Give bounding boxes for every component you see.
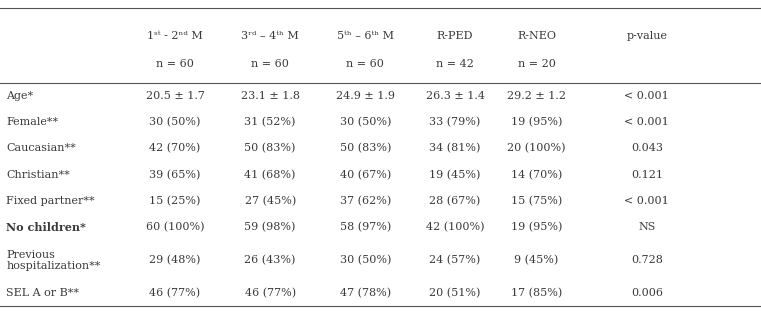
Text: 15 (25%): 15 (25%) xyxy=(149,196,201,206)
Text: < 0.001: < 0.001 xyxy=(625,196,669,206)
Text: 30 (50%): 30 (50%) xyxy=(149,117,201,127)
Text: 15 (75%): 15 (75%) xyxy=(511,196,562,206)
Text: Previous
hospitalization**: Previous hospitalization** xyxy=(6,250,100,271)
Text: 50 (83%): 50 (83%) xyxy=(244,143,296,154)
Text: 30 (50%): 30 (50%) xyxy=(339,117,391,127)
Text: n = 60: n = 60 xyxy=(346,59,384,69)
Text: 26.3 ± 1.4: 26.3 ± 1.4 xyxy=(425,91,485,101)
Text: n = 60: n = 60 xyxy=(251,59,289,69)
Text: 9 (45%): 9 (45%) xyxy=(514,255,559,266)
Text: 19 (95%): 19 (95%) xyxy=(511,117,562,127)
Text: No children*: No children* xyxy=(6,222,86,233)
Text: n = 60: n = 60 xyxy=(156,59,194,69)
Text: 59 (98%): 59 (98%) xyxy=(244,222,296,232)
Text: 3ʳᵈ – 4ᵗʰ M: 3ʳᵈ – 4ᵗʰ M xyxy=(241,31,299,41)
Text: 26 (43%): 26 (43%) xyxy=(244,255,296,266)
Text: 39 (65%): 39 (65%) xyxy=(149,170,201,180)
Text: 19 (45%): 19 (45%) xyxy=(429,170,481,180)
Text: 23.1 ± 1.8: 23.1 ± 1.8 xyxy=(240,91,300,101)
Text: Age*: Age* xyxy=(6,91,33,101)
Text: 42 (100%): 42 (100%) xyxy=(426,222,484,232)
Text: 28 (67%): 28 (67%) xyxy=(429,196,481,206)
Text: SEL A or B**: SEL A or B** xyxy=(6,288,79,298)
Text: 42 (70%): 42 (70%) xyxy=(149,143,201,154)
Text: Fixed partner**: Fixed partner** xyxy=(6,196,94,206)
Text: 1ˢᵗ - 2ⁿᵈ M: 1ˢᵗ - 2ⁿᵈ M xyxy=(147,31,203,41)
Text: < 0.001: < 0.001 xyxy=(625,91,669,101)
Text: 40 (67%): 40 (67%) xyxy=(339,170,391,180)
Text: R-PED: R-PED xyxy=(437,31,473,41)
Text: 50 (83%): 50 (83%) xyxy=(339,143,391,154)
Text: R-NEO: R-NEO xyxy=(517,31,556,41)
Text: 34 (81%): 34 (81%) xyxy=(429,143,481,154)
Text: 20.5 ± 1.7: 20.5 ± 1.7 xyxy=(145,91,205,101)
Text: NS: NS xyxy=(638,222,655,232)
Text: 37 (62%): 37 (62%) xyxy=(339,196,391,206)
Text: 46 (77%): 46 (77%) xyxy=(149,288,201,298)
Text: 31 (52%): 31 (52%) xyxy=(244,117,296,127)
Text: 58 (97%): 58 (97%) xyxy=(339,222,391,232)
Text: 20 (100%): 20 (100%) xyxy=(508,143,565,154)
Text: Christian**: Christian** xyxy=(6,170,70,180)
Text: 29.2 ± 1.2: 29.2 ± 1.2 xyxy=(507,91,566,101)
Text: 0.121: 0.121 xyxy=(631,170,663,180)
Text: n = 42: n = 42 xyxy=(436,59,474,69)
Text: 33 (79%): 33 (79%) xyxy=(429,117,481,127)
Text: n = 20: n = 20 xyxy=(517,59,556,69)
Text: 29 (48%): 29 (48%) xyxy=(149,255,201,266)
Text: 5ᵗʰ – 6ᵗʰ M: 5ᵗʰ – 6ᵗʰ M xyxy=(337,31,393,41)
Text: 60 (100%): 60 (100%) xyxy=(146,222,204,232)
Text: 27 (45%): 27 (45%) xyxy=(244,196,296,206)
Text: 17 (85%): 17 (85%) xyxy=(511,288,562,298)
Text: 0.043: 0.043 xyxy=(631,144,663,154)
Text: < 0.001: < 0.001 xyxy=(625,117,669,127)
Text: 0.728: 0.728 xyxy=(631,255,663,265)
Text: 24 (57%): 24 (57%) xyxy=(429,255,481,266)
Text: p-value: p-value xyxy=(626,31,667,41)
Text: 41 (68%): 41 (68%) xyxy=(244,170,296,180)
Text: 20 (51%): 20 (51%) xyxy=(429,288,481,298)
Text: Female**: Female** xyxy=(6,117,58,127)
Text: 0.006: 0.006 xyxy=(631,288,663,298)
Text: Caucasian**: Caucasian** xyxy=(6,144,76,154)
Text: 30 (50%): 30 (50%) xyxy=(339,255,391,266)
Text: 46 (77%): 46 (77%) xyxy=(244,288,296,298)
Text: 24.9 ± 1.9: 24.9 ± 1.9 xyxy=(336,91,395,101)
Text: 47 (78%): 47 (78%) xyxy=(339,288,391,298)
Text: 19 (95%): 19 (95%) xyxy=(511,222,562,232)
Text: 14 (70%): 14 (70%) xyxy=(511,170,562,180)
